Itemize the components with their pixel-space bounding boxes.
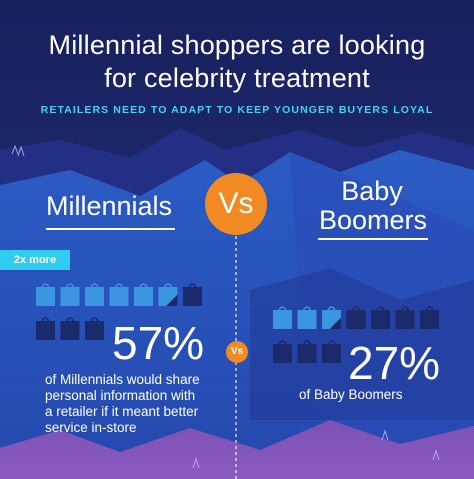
millennials-underline — [46, 228, 175, 230]
millennials-description-line-2: personal information with — [45, 388, 196, 403]
millennials-bag-1 — [36, 283, 55, 306]
baby-boomers-description: of Baby Boomers — [299, 387, 403, 402]
baby-boomers-bag-10 — [322, 340, 341, 363]
baby-boomers-bag-2 — [297, 306, 317, 329]
millennials-bag-2 — [60, 283, 80, 306]
baby-boomers-bag-7 — [420, 306, 439, 329]
baby-boomers-underline — [318, 238, 428, 240]
millennials-bag-10 — [85, 317, 104, 340]
baby-boomers-bag-6 — [395, 306, 415, 329]
page-title-line-2: for celebrity treatment — [104, 63, 370, 93]
millennials-description-line-1: of Millennials would share — [45, 372, 200, 387]
vs-badge-large: Vs — [205, 173, 267, 235]
baby-boomers-bag-4 — [346, 306, 366, 329]
baby-boomers-bag-5 — [371, 306, 390, 329]
millennials-bag-7 — [183, 283, 202, 306]
millennials-bag-6 — [158, 283, 178, 306]
millennials-description-line-4: service in-store — [45, 420, 137, 435]
millennials-percent: 57% — [112, 317, 205, 369]
baby-boomers-bag-9 — [297, 340, 317, 363]
baby-boomers-bag-grid — [273, 306, 439, 363]
millennials-bag-3 — [85, 283, 104, 306]
millennials-description-line-3: a retailer if it meant better — [45, 404, 199, 419]
page-subtitle: RETAILERS NEED TO ADAPT TO KEEP YOUNGER … — [40, 104, 434, 116]
baby-boomers-bag-8 — [273, 340, 292, 363]
millennials-bag-4 — [109, 283, 129, 306]
millennials-label: Millennials — [46, 191, 173, 221]
millennials-bag-8 — [36, 317, 55, 340]
millennials-bag-5 — [134, 283, 153, 306]
millennials-bag-9 — [60, 317, 80, 340]
page-title-line-1: Millennial shoppers are looking — [48, 30, 426, 60]
baby-boomers-percent: 27% — [348, 337, 441, 389]
baby-boomers-label-line-2: Boomers — [318, 205, 428, 235]
millennials-bag-grid — [36, 283, 202, 340]
vs-badge-small: Vs — [226, 341, 248, 363]
baby-boomers-bag-1 — [273, 306, 292, 329]
two-x-more-badge: 2x more — [0, 250, 70, 270]
baby-boomers-label-line-1: Baby — [341, 176, 403, 206]
baby-boomers-bag-3 — [322, 306, 341, 329]
